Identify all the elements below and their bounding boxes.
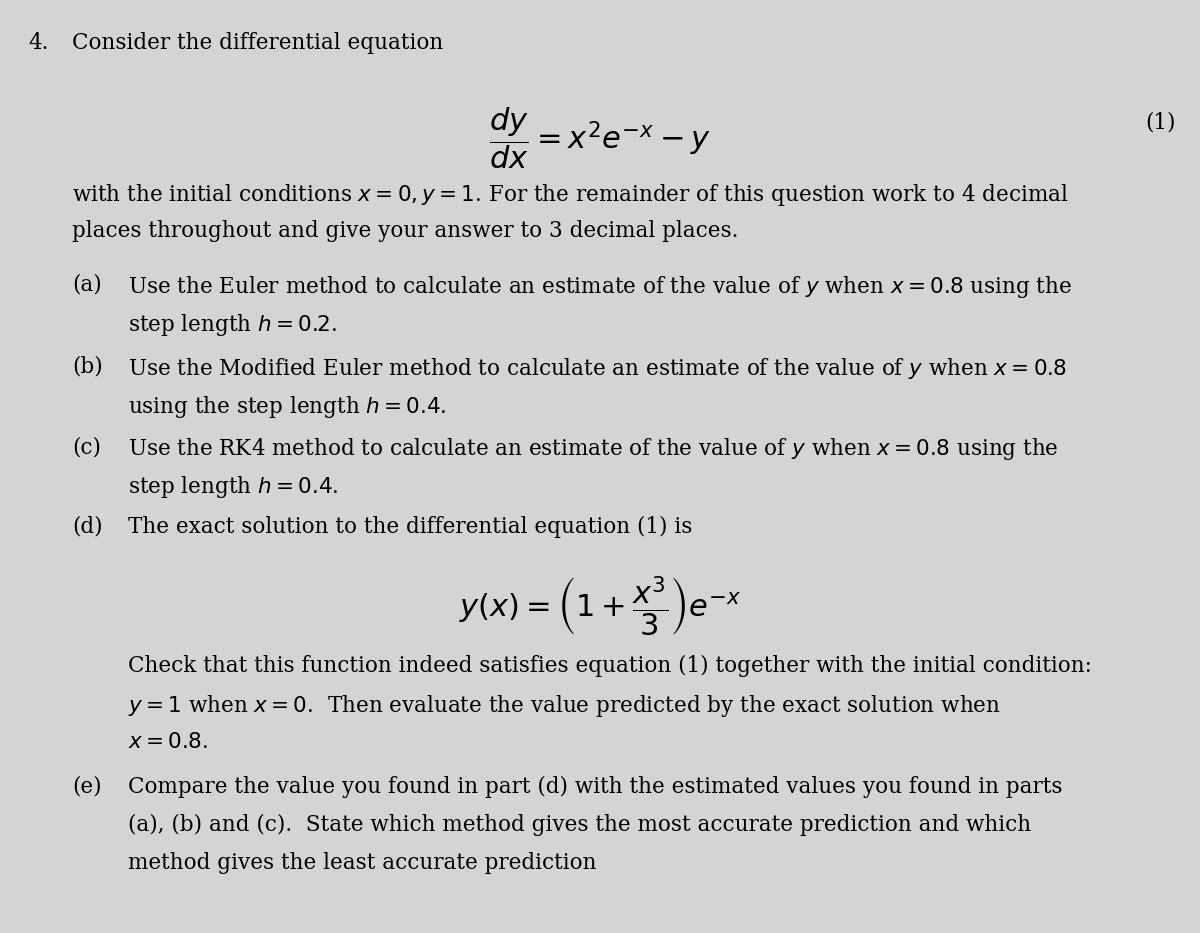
Text: using the step length $h=0.4$.: using the step length $h=0.4$. [128, 394, 446, 420]
Text: (d): (d) [72, 516, 103, 538]
Text: (1): (1) [1145, 112, 1176, 134]
Text: Check that this function indeed satisfies equation (1) together with the initial: Check that this function indeed satisfie… [128, 655, 1092, 677]
Text: $x=0.8$.: $x=0.8$. [128, 731, 208, 753]
Text: $y=1$ when $x=0$.  Then evaluate the value predicted by the exact solution when: $y=1$ when $x=0$. Then evaluate the valu… [128, 693, 1001, 719]
Text: (c): (c) [72, 436, 101, 458]
Text: step length $h=0.2$.: step length $h=0.2$. [128, 312, 337, 338]
Text: step length $h=0.4$.: step length $h=0.4$. [128, 474, 338, 500]
Text: places throughout and give your answer to 3 decimal places.: places throughout and give your answer t… [72, 220, 738, 242]
Text: The exact solution to the differential equation (1) is: The exact solution to the differential e… [128, 516, 692, 538]
Text: Use the Modified Euler method to calculate an estimate of the value of $y$ when : Use the Modified Euler method to calcula… [128, 356, 1067, 381]
Text: 4.: 4. [28, 32, 48, 54]
Text: Use the RK4 method to calculate an estimate of the value of $y$ when $x=0.8$ usi: Use the RK4 method to calculate an estim… [128, 436, 1058, 462]
Text: (e): (e) [72, 776, 102, 798]
Text: Compare the value you found in part (d) with the estimated values you found in p: Compare the value you found in part (d) … [128, 776, 1062, 798]
Text: Use the Euler method to calculate an estimate of the value of $y$ when $x=0.8$ u: Use the Euler method to calculate an est… [128, 274, 1072, 300]
Text: with the initial conditions $x=0, y=1$. For the remainder of this question work : with the initial conditions $x=0, y=1$. … [72, 182, 1068, 208]
Text: $y(x) = \left(1 + \dfrac{x^3}{3}\right)e^{-x}$: $y(x) = \left(1 + \dfrac{x^3}{3}\right)e… [458, 575, 742, 639]
Text: $\dfrac{dy}{dx} = x^2e^{-x} - y$: $\dfrac{dy}{dx} = x^2e^{-x} - y$ [490, 105, 710, 171]
Text: (b): (b) [72, 356, 103, 378]
Text: Consider the differential equation: Consider the differential equation [72, 32, 443, 54]
Text: (a): (a) [72, 274, 102, 296]
Text: (a), (b) and (c).  State which method gives the most accurate prediction and whi: (a), (b) and (c). State which method giv… [128, 814, 1031, 836]
Text: method gives the least accurate prediction: method gives the least accurate predicti… [128, 852, 596, 874]
